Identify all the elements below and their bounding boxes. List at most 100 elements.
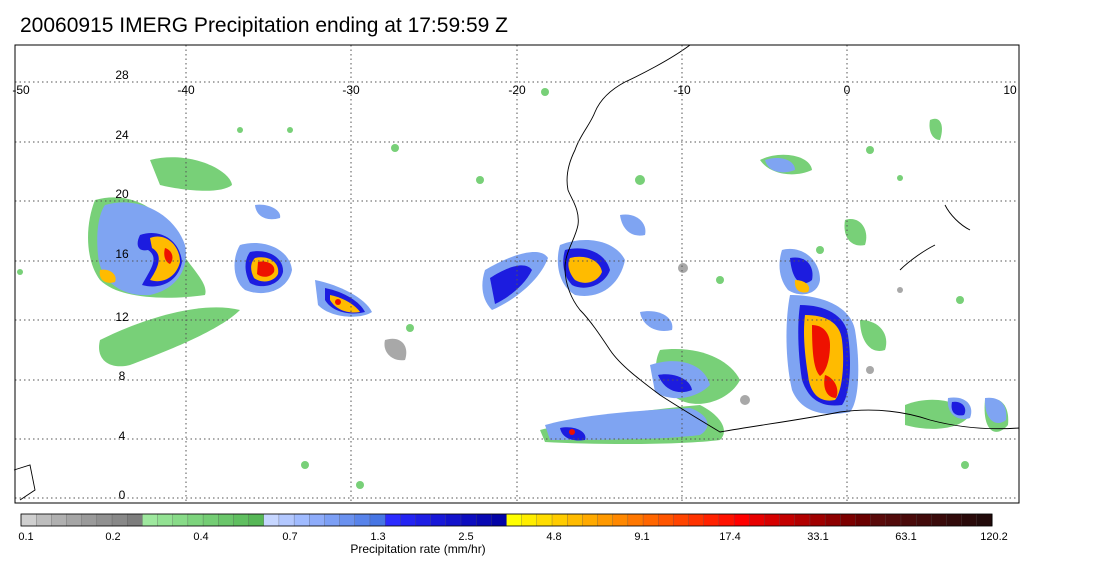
colorbar-tick-label: 4.8 <box>546 531 561 543</box>
colorbar-swatch <box>597 513 614 527</box>
precipitation-field <box>17 88 1009 489</box>
colorbar-swatch <box>400 513 417 527</box>
colorbar-swatch <box>840 513 857 527</box>
colorbar-swatch <box>66 513 83 527</box>
colorbar-swatch <box>931 513 948 527</box>
map-frame <box>14 44 1020 504</box>
colorbar-swatch <box>81 513 98 527</box>
colorbar-swatch <box>642 513 659 527</box>
colorbar-swatch <box>551 513 568 527</box>
colorbar-swatch <box>915 513 932 527</box>
lon-tick-label: -30 <box>342 83 360 97</box>
colorbar-swatch <box>658 513 674 527</box>
colorbar-swatch <box>36 513 52 527</box>
colorbar-tick-label: 0.2 <box>105 531 120 543</box>
colorbar-tick-label: 120.2 <box>980 531 1008 543</box>
colorbar-swatch <box>430 513 447 527</box>
colorbar-swatch <box>506 513 523 527</box>
moderate-precip-patches <box>97 158 1007 440</box>
colorbar-swatch <box>309 513 325 527</box>
colorbar-swatch <box>612 513 629 527</box>
colorbar-swatch <box>96 513 113 527</box>
colorbar-swatch <box>824 513 841 527</box>
lat-tick-label: 12 <box>115 310 129 324</box>
colorbar-swatch <box>946 513 963 527</box>
colorbar-swatch <box>976 513 993 527</box>
colorbar-swatch <box>491 513 508 527</box>
colorbar-swatch <box>415 513 432 527</box>
colorbar-swatch <box>961 513 978 527</box>
colorbar-swatch <box>885 513 902 527</box>
colorbar-swatch <box>764 513 781 527</box>
colorbar-swatch <box>354 513 371 527</box>
colorbar-swatch <box>703 513 720 527</box>
colorbar-tick-labels: 0.1 0.2 0.4 0.7 1.3 2.5 4.8 9.1 17.4 33.… <box>18 531 1007 543</box>
lon-tick-label: 0 <box>844 83 851 97</box>
colorbar-swatch <box>567 513 583 527</box>
lon-tick-label: 10 <box>1003 83 1017 97</box>
colorbar-frame <box>20 513 993 527</box>
colorbar-swatch <box>779 513 796 527</box>
lat-tick-label: 24 <box>115 128 129 142</box>
gridlines <box>15 45 1019 503</box>
colorbar-swatch <box>20 513 37 527</box>
colorbar-tick-label: 9.1 <box>634 531 649 543</box>
colorbar-swatch <box>278 513 295 527</box>
colorbar-tick-label: 0.4 <box>193 531 208 543</box>
map-title: 20060915 IMERG Precipitation ending at 1… <box>20 14 508 37</box>
lon-tick-label: -10 <box>673 83 691 97</box>
colorbar-swatch <box>339 513 356 527</box>
colorbar-swatch <box>51 513 68 527</box>
colorbar-swatch <box>233 513 250 527</box>
colorbar-swatch <box>733 513 750 527</box>
colorbar-title: Precipitation rate (mm/hr) <box>350 542 485 556</box>
colorbar-tick-label: 1.3 <box>370 531 385 543</box>
colorbar-swatch <box>749 513 765 527</box>
colorbar-swatches <box>20 513 993 527</box>
colorbar-tick-label: 2.5 <box>458 531 473 543</box>
colorbar-swatch <box>202 513 219 527</box>
colorbar-swatch <box>324 513 341 527</box>
colorbar-swatch <box>187 513 204 527</box>
colorbar-swatch <box>369 513 386 527</box>
colorbar-swatch <box>263 513 280 527</box>
lon-tick-label: -20 <box>508 83 526 97</box>
colorbar-swatch <box>157 513 174 527</box>
colorbar-swatch <box>673 513 690 527</box>
lat-tick-label: 16 <box>115 247 129 261</box>
colorbar-swatch <box>445 513 462 527</box>
colorbar-swatch <box>142 513 159 527</box>
colorbar-swatch <box>855 513 872 527</box>
colorbar-swatch <box>248 513 265 527</box>
colorbar-swatch <box>476 513 492 527</box>
colorbar-tick-label: 0.1 <box>18 531 33 543</box>
colorbar-swatch <box>870 513 887 527</box>
colorbar-swatch <box>218 513 234 527</box>
colorbar-tick-label: 17.4 <box>719 531 740 543</box>
colorbar-swatch <box>900 513 917 527</box>
colorbar-swatch <box>111 513 128 527</box>
colorbar-swatch <box>718 513 735 527</box>
colorbar-swatch <box>521 513 538 527</box>
colorbar: 0.1 0.2 0.4 0.7 1.3 2.5 4.8 9.1 17.4 33.… <box>18 513 1008 556</box>
lat-tick-label: 20 <box>115 187 129 201</box>
lat-tick-label: 28 <box>115 68 129 82</box>
colorbar-tick-label: 0.7 <box>282 531 297 543</box>
colorbar-swatch <box>688 513 705 527</box>
colorbar-swatch <box>127 513 143 527</box>
colorbar-tick-label: 63.1 <box>895 531 916 543</box>
coastline <box>13 44 1020 501</box>
colorbar-swatch <box>627 513 644 527</box>
colorbar-swatch <box>794 513 811 527</box>
intense-precip-cores <box>164 248 838 435</box>
colorbar-swatch <box>809 513 826 527</box>
colorbar-swatch <box>384 513 401 527</box>
colorbar-swatch <box>536 513 553 527</box>
colorbar-swatch <box>582 513 599 527</box>
lat-tick-labels: 28 24 20 16 12 8 4 0 <box>115 68 129 502</box>
colorbar-swatch <box>293 513 310 527</box>
lat-tick-label: 0 <box>119 488 126 502</box>
colorbar-swatch <box>172 513 189 527</box>
trace-precip-patches <box>384 263 903 405</box>
